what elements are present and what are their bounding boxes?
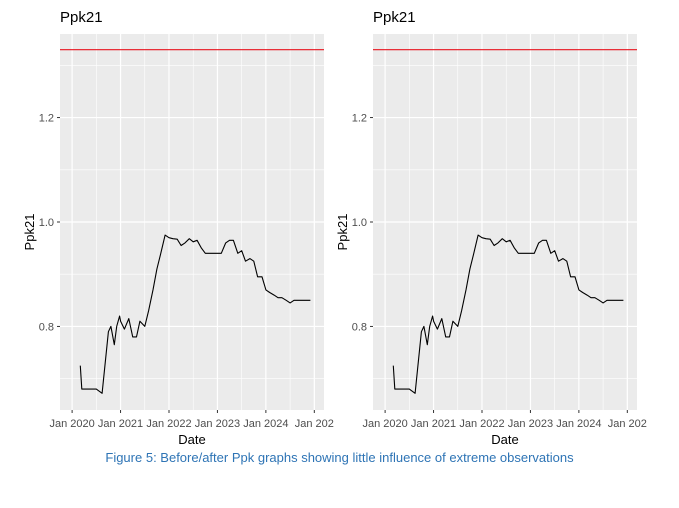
x-tick-label: Jan 2020 bbox=[49, 418, 94, 430]
figure-caption: Figure 5: Before/after Ppk graphs showin… bbox=[105, 450, 574, 465]
chart-title: Ppk21 bbox=[373, 9, 416, 26]
y-tick-label: 1.0 bbox=[39, 217, 54, 229]
x-tick-label: Jan 2022 bbox=[459, 418, 504, 430]
y-tick-label: 0.8 bbox=[39, 321, 54, 333]
series-line-1 bbox=[79, 234, 311, 394]
y-axis-label: Ppk21 bbox=[335, 214, 350, 251]
x-tick-label: Jan 2022 bbox=[146, 418, 191, 430]
x-tick-label: Jan 202 bbox=[295, 418, 334, 430]
x-tick-label: Jan 202 bbox=[608, 418, 647, 430]
x-axis-label: Date bbox=[491, 432, 518, 447]
series-line-1 bbox=[392, 234, 624, 394]
x-tick-label: Jan 2023 bbox=[508, 418, 553, 430]
x-tick-label: Jan 2020 bbox=[362, 418, 407, 430]
chart-panel-2: Jan 2020 Jan 2021 Jan 2022 Jan 2023 Jan 2024… bbox=[335, 9, 647, 447]
x-tick-label: Jan 2023 bbox=[195, 418, 240, 430]
chart-panel-1: Jan 2020 Jan 2021 Jan 2022 Jan 2023 Jan 2024… bbox=[22, 9, 334, 447]
y-tick-label: 0.8 bbox=[352, 321, 367, 333]
x-axis-label: Date bbox=[178, 432, 205, 447]
chart-title: Ppk21 bbox=[60, 9, 103, 26]
y-tick-label: 1.2 bbox=[352, 113, 367, 125]
y-axis-label: Ppk21 bbox=[22, 214, 37, 251]
x-tick-label: Jan 2024 bbox=[556, 418, 601, 430]
x-tick-label: Jan 2024 bbox=[243, 418, 288, 430]
y-tick-label: 1.2 bbox=[39, 113, 54, 125]
x-tick-label: Jan 2021 bbox=[411, 418, 456, 430]
y-tick-label: 1.0 bbox=[352, 217, 367, 229]
x-tick-label: Jan 2021 bbox=[98, 418, 143, 430]
